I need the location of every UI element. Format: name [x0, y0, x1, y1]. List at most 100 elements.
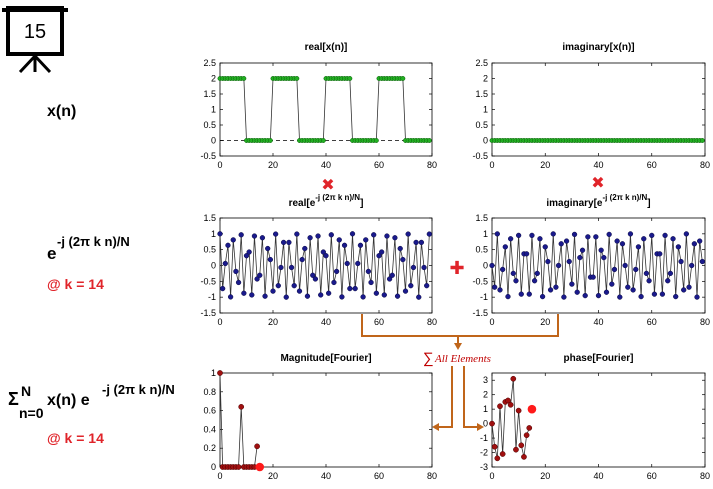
data-point [659, 291, 666, 297]
data-point [220, 285, 226, 292]
data-point [683, 231, 690, 237]
x-tick-label: 40 [321, 471, 331, 481]
data-point [416, 294, 422, 300]
data-point [571, 231, 578, 238]
basis-k-label: @ k = 14 [47, 276, 104, 292]
y-tick-label: -0.5 [200, 151, 216, 161]
data-point [352, 285, 358, 292]
data-point [625, 284, 631, 290]
data-point [246, 249, 252, 255]
data-point [386, 276, 393, 282]
data-point [582, 292, 588, 299]
y-tick-label: 2 [211, 74, 216, 84]
data-point [376, 253, 382, 259]
data-point [365, 268, 372, 275]
basis-label-exponent: -j (2π k n)/N [57, 234, 130, 249]
y-tick-label: 0.5 [203, 245, 216, 255]
y-tick-label: 1.5 [475, 213, 488, 223]
data-point [241, 290, 247, 296]
signal-label: x(n) [47, 103, 76, 120]
data-point [402, 288, 409, 294]
data-point [598, 247, 604, 253]
x-tick-label: 80 [427, 160, 437, 170]
y-tick-label: 1 [211, 368, 216, 378]
current-k-point [255, 462, 265, 472]
data-point [513, 278, 519, 284]
data-point [553, 284, 559, 290]
data-point [296, 288, 303, 294]
data-point [558, 241, 564, 247]
data-point [320, 249, 327, 255]
multiply-icon: ✖ [321, 177, 334, 194]
data-point [217, 370, 223, 376]
data-point [622, 262, 628, 269]
data-point [566, 258, 572, 265]
data-point [577, 254, 583, 261]
y-tick-label: 1 [211, 229, 216, 239]
data-point [408, 283, 414, 289]
data-point [355, 260, 361, 267]
data-point [397, 245, 403, 252]
data-point [523, 251, 530, 257]
y-tick-label: -1 [208, 292, 216, 302]
data-point [494, 231, 500, 237]
data-point [225, 242, 231, 248]
x-tick-label: 60 [374, 471, 384, 481]
data-point [400, 76, 406, 81]
plot-title: Magnitude[Fourier] [280, 353, 371, 364]
y-tick-label: 2 [483, 74, 488, 84]
data-point [489, 262, 495, 269]
y-tick-label: -2 [480, 448, 488, 458]
data-point [643, 270, 650, 277]
data-point [619, 241, 626, 247]
y-tick-label: 0 [211, 261, 216, 271]
multiply-icon: ✖ [591, 175, 604, 192]
sum-all-elements-label: ∑ All Elements [423, 350, 491, 367]
data-point [585, 234, 591, 240]
data-point [394, 293, 401, 299]
data-point [328, 232, 334, 238]
real-basis-plot: 0 20 40 60 80 -1.5 -1 -0.5 0 0.5 1 1.5 real[e-j (2π … [200, 193, 437, 327]
data-point [531, 278, 538, 284]
data-point [254, 276, 260, 282]
data-point [389, 272, 395, 278]
data-point [241, 76, 247, 81]
data-point [384, 233, 390, 239]
y-tick-label: 1 [483, 105, 488, 115]
data-point [326, 290, 332, 296]
data-point [336, 237, 342, 243]
data-point [550, 231, 556, 237]
data-point [238, 232, 244, 238]
data-point [665, 278, 671, 284]
sum-body: x(n) e [47, 392, 90, 409]
data-point [641, 236, 647, 242]
y-tick-label: 0.6 [203, 406, 216, 416]
data-point [606, 231, 612, 238]
x-tick-label: 60 [374, 317, 384, 327]
data-point [254, 443, 260, 450]
data-point [609, 281, 615, 287]
y-tick-label: 1 [211, 105, 216, 115]
data-point [627, 231, 634, 237]
data-point [283, 294, 289, 300]
y-tick-label: -1.5 [472, 308, 488, 318]
data-point [381, 292, 387, 298]
y-tick-label: 0 [483, 261, 488, 271]
arrow-head-icon [454, 343, 462, 350]
x-tick-label: 20 [268, 317, 278, 327]
y-tick-label: 2.5 [203, 58, 216, 68]
y-tick-label: -3 [480, 462, 488, 472]
data-point [579, 247, 586, 253]
x-tick-label: 0 [489, 160, 494, 170]
y-tick-label: 1.5 [203, 89, 216, 99]
data-point [371, 232, 377, 238]
data-point [323, 253, 329, 259]
data-point [373, 290, 380, 296]
data-point [270, 288, 276, 294]
data-point [510, 270, 516, 277]
data-point [611, 266, 618, 273]
data-point [262, 293, 268, 299]
data-point [494, 455, 501, 462]
data-point [341, 242, 348, 248]
